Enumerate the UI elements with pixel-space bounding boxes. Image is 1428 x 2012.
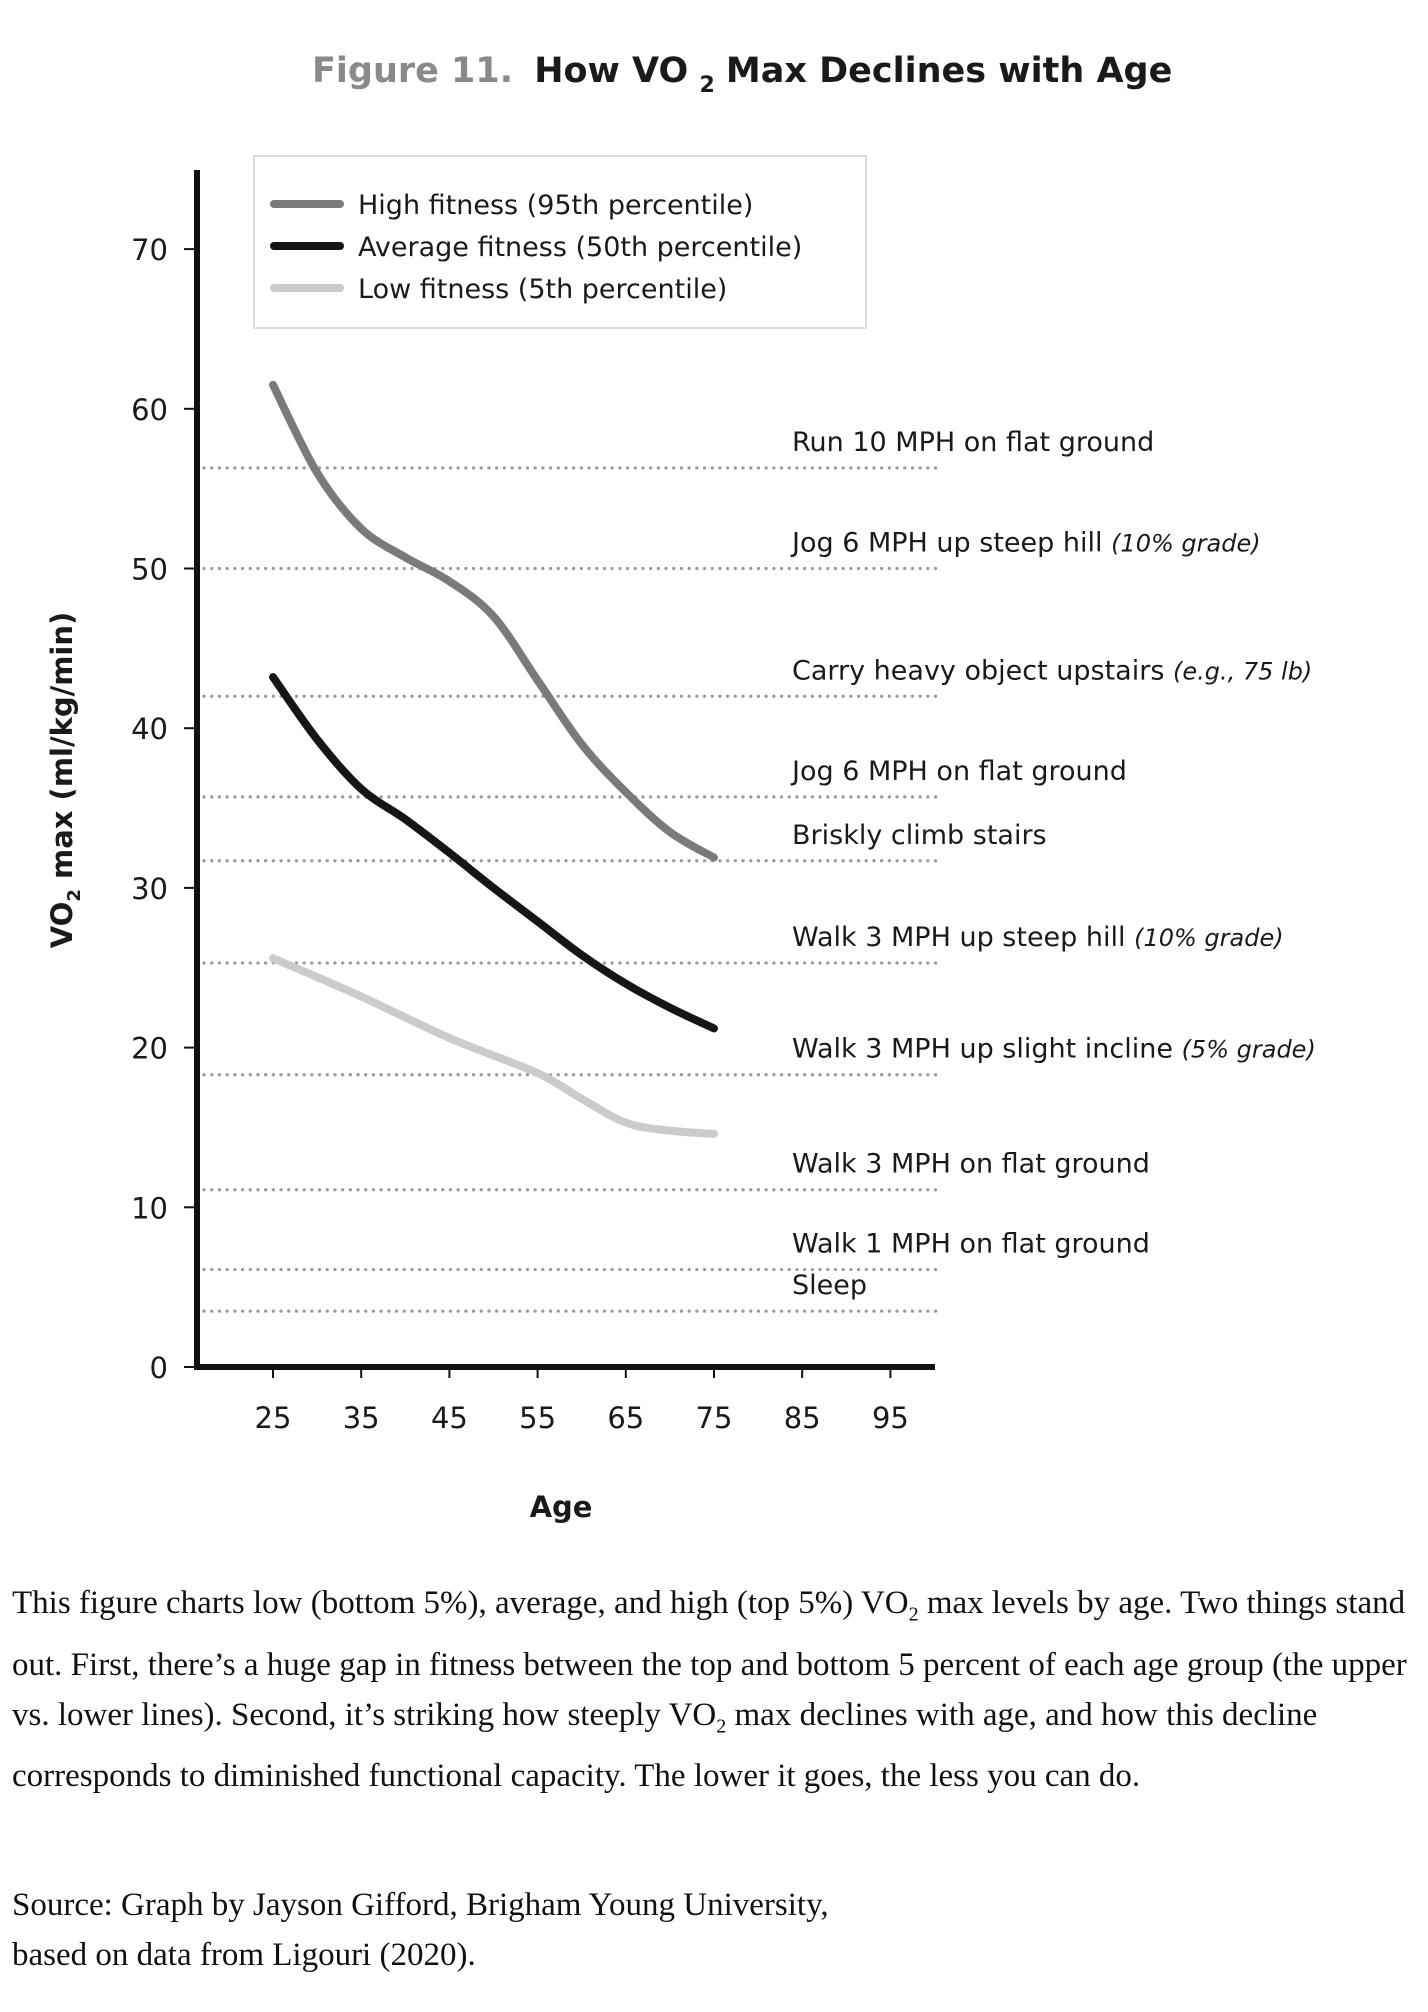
reference-note: (10% grade) (1134, 924, 1284, 952)
reference-activity: Briskly climb stairs (792, 820, 1047, 851)
reference-activity: Jog 6 MPH on flat ground (790, 756, 1127, 787)
figure-number: Figure 11. (312, 51, 513, 91)
y-tick-label: 30 (131, 872, 168, 906)
figure-title-text: How VO (534, 51, 688, 91)
x-tick-label: 55 (519, 1401, 556, 1435)
legend-box (253, 155, 867, 329)
reference-activity: Walk 3 MPH up slight incline (792, 1034, 1182, 1065)
x-tick-label: 85 (784, 1401, 821, 1435)
source-line-1: Source: Graph by Jayson Gifford, Brigham… (12, 1887, 829, 1923)
x-axis-label: Age (530, 1490, 593, 1524)
y-tick-label: 10 (131, 1191, 168, 1225)
y-tick-label: 40 (131, 712, 168, 746)
reference-activity: Sleep (792, 1270, 867, 1301)
y-axis-ticks: 0 10 20 30 40 50 60 70 (131, 233, 197, 1385)
legend-label: Low fitness (5th percentile) (358, 274, 727, 305)
low-fitness-line (269, 954, 718, 1138)
figure-title-text-end: Max Declines with Age (726, 51, 1172, 91)
legend-item-average: Average fitness (50th percentile) (270, 232, 802, 263)
reference-line-label: Jog 6 MPH on flat ground (790, 756, 1127, 787)
legend-item-low: Low fitness (5th percentile) (270, 274, 727, 305)
x-tick-label: 75 (696, 1401, 733, 1435)
reference-line-label: Walk 3 MPH up steep hill (10% grade) (792, 922, 1284, 953)
y-axis-label-subscript: 2 (64, 889, 85, 902)
legend-label: Average fitness (50th percentile) (358, 232, 802, 263)
legend: High fitness (95th percentile) Average fi… (253, 155, 867, 329)
reference-note: (10% grade) (1111, 530, 1261, 558)
reference-lines: Run 10 MPH on flat ground Jog 6 MPH up st… (202, 427, 1316, 1313)
y-axis-label-text: VO (45, 902, 79, 949)
reference-note: (e.g., 75 lb) (1173, 657, 1312, 685)
caption-subscript-1: 2 (908, 1603, 919, 1626)
y-tick-label: 50 (131, 553, 168, 587)
reference-line-label: Briskly climb stairs (792, 820, 1047, 851)
x-tick-label: 65 (607, 1401, 644, 1435)
x-tick-label: 35 (343, 1401, 380, 1435)
reference-activity: Walk 1 MPH on flat ground (792, 1229, 1150, 1260)
figure-title: Figure 11. How VO 2 Max Declines with Ag… (312, 51, 1172, 101)
figure-title-subscript: 2 (699, 73, 714, 98)
y-tick-label: 70 (131, 233, 168, 267)
average-fitness-line (269, 673, 718, 1033)
vo2-max-chart: Figure 11. How VO 2 Max Declines with Ag… (45, 51, 1316, 1524)
x-tick-label: 45 (431, 1401, 468, 1435)
reference-line-label: Run 10 MPH on flat ground (792, 427, 1154, 458)
caption-text-1: This figure charts low (bottom 5%), aver… (12, 1585, 909, 1621)
reference-line-label: Sleep (792, 1270, 867, 1301)
reference-line-label: Walk 3 MPH on flat ground (792, 1149, 1150, 1180)
y-axis-label: VO2 max (ml/kg/min) (45, 612, 85, 949)
y-tick-label: 60 (131, 393, 168, 427)
reference-line-label: Walk 3 MPH up slight incline (5% grade) (792, 1034, 1316, 1065)
reference-line-label: Walk 1 MPH on flat ground (792, 1229, 1150, 1260)
reference-note: (5% grade) (1182, 1036, 1316, 1064)
reference-line-label: Carry heavy object upstairs (e.g., 75 lb… (792, 655, 1312, 686)
high-fitness-line (269, 380, 718, 862)
reference-activity: Walk 3 MPH up steep hill (792, 922, 1134, 953)
reference-activity: Run 10 MPH on flat ground (792, 427, 1154, 458)
y-axis-label-text-end: max (ml/kg/min) (45, 612, 79, 889)
x-tick-label: 25 (255, 1401, 292, 1435)
source-line-2: based on data from Ligouri (2020). (12, 1937, 476, 1973)
series-lines (269, 380, 718, 1138)
reference-activity: Carry heavy object upstairs (792, 655, 1173, 686)
reference-activity: Jog 6 MPH up steep hill (790, 528, 1111, 559)
y-tick-label: 0 (150, 1351, 168, 1385)
figure-caption: This figure charts low (bottom 5%), aver… (12, 1578, 1412, 1801)
legend-item-high: High fitness (95th percentile) (270, 190, 753, 221)
legend-label: High fitness (95th percentile) (358, 190, 753, 221)
reference-activity: Walk 3 MPH on flat ground (792, 1149, 1150, 1180)
caption-subscript-2: 2 (716, 1715, 727, 1738)
caption-text-2: max levels by age. Two things stand out.… (12, 1585, 1407, 1733)
reference-line-label: Jog 6 MPH up steep hill (10% grade) (790, 528, 1261, 559)
x-tick-label: 95 (872, 1401, 909, 1435)
y-tick-label: 20 (131, 1032, 168, 1066)
caption-text-3: max declines with age, and how this decl… (12, 1696, 1318, 1795)
x-axis-ticks: 25 35 45 55 65 75 85 95 (255, 1367, 909, 1435)
figure-source: Source: Graph by Jayson Gifford, Brigham… (12, 1880, 1412, 1980)
